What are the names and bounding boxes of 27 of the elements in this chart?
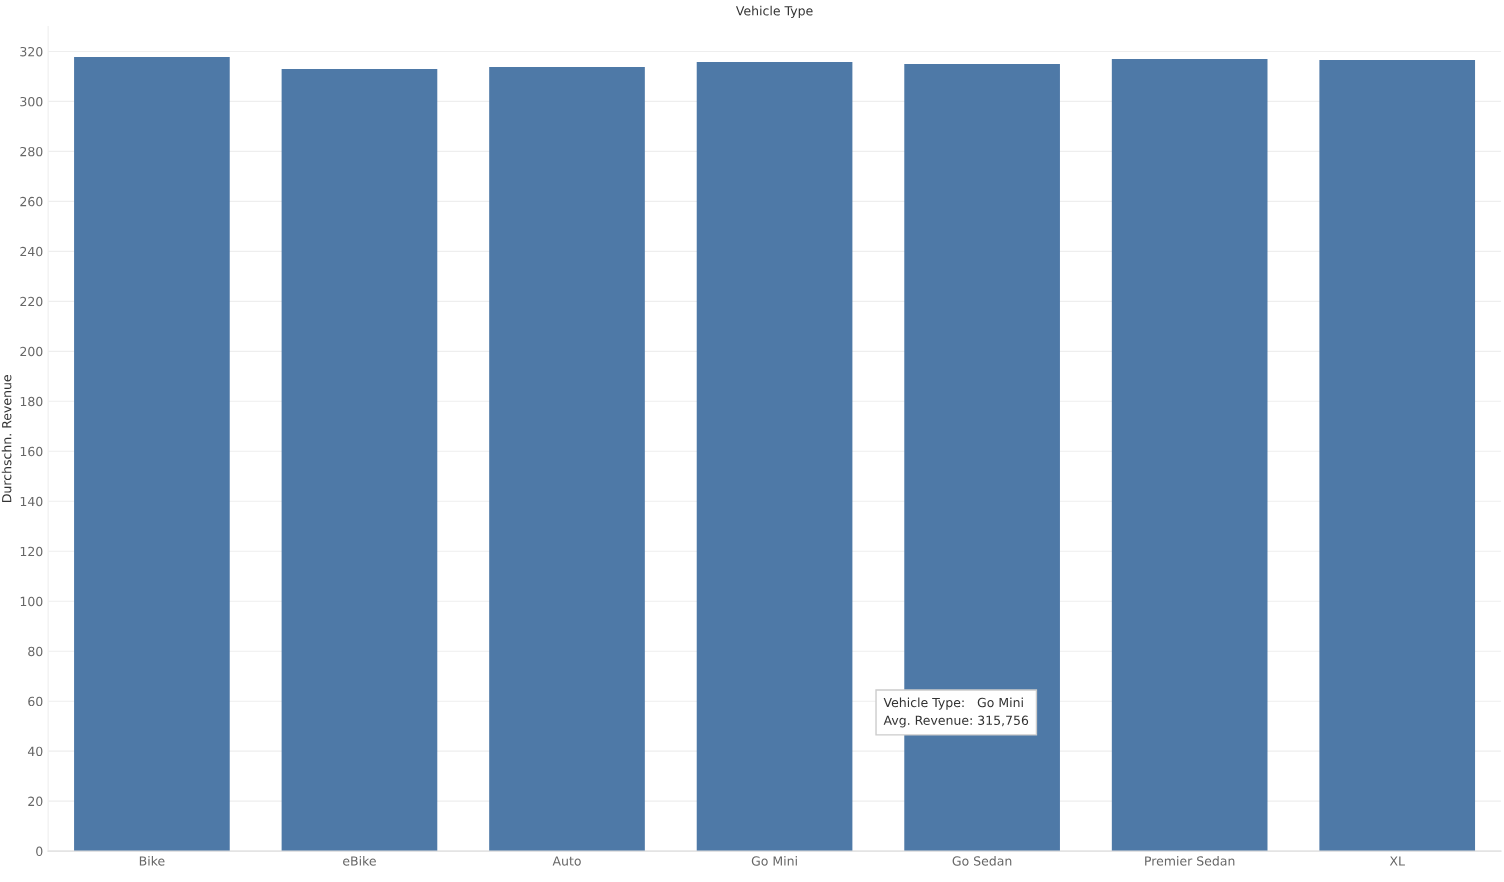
y-tick-label: 100 [20, 596, 43, 607]
y-tick-label: 240 [20, 246, 43, 257]
x-tick-label: Premier Sedan [1145, 855, 1235, 866]
y-tick-label: 60 [28, 696, 43, 707]
y-tick-label: 300 [20, 96, 43, 107]
y-tick-label: 220 [20, 296, 43, 307]
x-tick-label: eBike [343, 855, 376, 866]
y-tick-label: 140 [20, 496, 43, 507]
x-tick-label: Bike [139, 855, 165, 866]
annotation: Vehicle Type: Go Mini Avg. Revenue: 315,756 [883, 697, 1029, 728]
y-tick-label: 180 [20, 396, 43, 407]
y-axis-title: Durchschn. Revenue [1, 375, 12, 502]
y-tick-label: 320 [20, 46, 43, 57]
y-tick-label: 260 [20, 196, 43, 207]
x-tick-label: XL [1389, 856, 1405, 866]
x-tick-label: Go Sedan [952, 855, 1012, 866]
y-tick-label: 80 [28, 646, 43, 657]
x-tick-label: Auto [552, 856, 581, 866]
y-tick-label: 20 [28, 796, 43, 807]
y-tick-label: 200 [20, 346, 43, 357]
y-tick-label: 0 [36, 846, 43, 857]
x-tick-label: Go Mini [751, 855, 797, 866]
y-tick-label: 160 [20, 446, 43, 457]
y-tick-label: 40 [27, 746, 43, 757]
y-tick-label: 280 [20, 146, 43, 157]
y-tick-label: 120 [20, 546, 43, 557]
chart-title: Vehicle Type [735, 5, 813, 18]
